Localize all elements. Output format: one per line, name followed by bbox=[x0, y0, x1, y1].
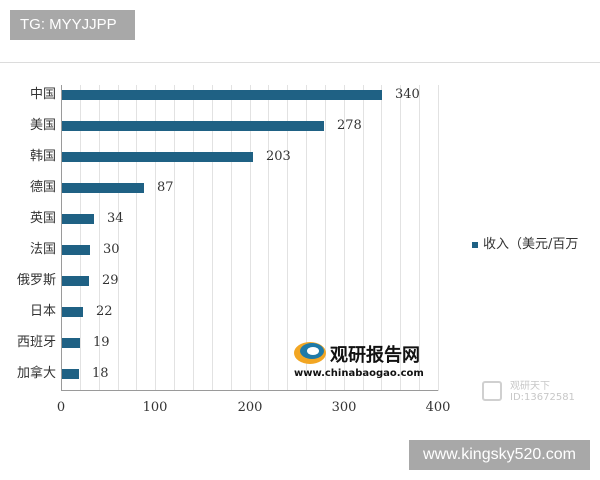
gridline bbox=[193, 85, 194, 391]
category-label: 俄罗斯 bbox=[16, 273, 56, 288]
chart-legend: 收入（美元/百万 bbox=[472, 233, 578, 252]
bar bbox=[62, 183, 144, 193]
x-tick-label: 100 bbox=[142, 400, 168, 415]
data-label: 19 bbox=[93, 335, 110, 350]
bar bbox=[62, 90, 382, 100]
gridline bbox=[438, 85, 439, 391]
bar bbox=[62, 245, 90, 255]
gridline bbox=[287, 85, 288, 391]
category-label: 法国 bbox=[29, 242, 56, 257]
data-label: 30 bbox=[103, 242, 120, 257]
data-label: 34 bbox=[107, 211, 124, 226]
stamp-icon bbox=[482, 381, 502, 401]
header-divider bbox=[0, 62, 600, 63]
category-label: 德国 bbox=[29, 180, 56, 195]
bar bbox=[62, 214, 94, 224]
data-label: 18 bbox=[92, 366, 109, 381]
category-label: 日本 bbox=[29, 304, 56, 319]
gridline bbox=[400, 85, 401, 391]
gridline bbox=[174, 85, 175, 391]
bar-row: 278 bbox=[61, 116, 438, 147]
category-label: 中国 bbox=[29, 87, 56, 102]
bar bbox=[62, 276, 89, 286]
gridline bbox=[268, 85, 269, 391]
data-label: 278 bbox=[337, 118, 362, 133]
data-label: 29 bbox=[102, 273, 119, 288]
bar bbox=[62, 121, 324, 131]
logo-url: www.chinabaogao.com bbox=[294, 368, 424, 379]
bar-row: 18 bbox=[61, 364, 438, 395]
data-label: 87 bbox=[157, 180, 174, 195]
data-label: 203 bbox=[266, 149, 291, 164]
bar-row: 19 bbox=[61, 333, 438, 364]
top-watermark-tag: TG: MYYJJPP bbox=[10, 10, 135, 40]
legend-swatch-icon bbox=[472, 241, 478, 248]
x-axis-line bbox=[61, 390, 438, 391]
gridline bbox=[250, 85, 251, 391]
x-tick-label: 400 bbox=[425, 400, 451, 415]
gridline bbox=[118, 85, 119, 391]
bar-row: 29 bbox=[61, 271, 438, 302]
bar-row: 340 bbox=[61, 85, 438, 116]
data-label: 22 bbox=[96, 304, 113, 319]
bottom-watermark-tag: www.kingsky520.com bbox=[409, 440, 590, 470]
gridline bbox=[80, 85, 81, 391]
category-label: 加拿大 bbox=[16, 366, 56, 381]
x-tick-label: 0 bbox=[56, 400, 66, 415]
stamp-line1: 观研天下 bbox=[510, 381, 550, 392]
bar-row: 34 bbox=[61, 209, 438, 240]
category-label: 西班牙 bbox=[16, 335, 56, 350]
x-tick-label: 300 bbox=[331, 400, 357, 415]
gridline bbox=[136, 85, 137, 391]
bar bbox=[62, 307, 83, 317]
category-label: 韩国 bbox=[29, 149, 56, 164]
bar-row: 30 bbox=[61, 240, 438, 271]
gridline bbox=[325, 85, 326, 391]
data-label: 340 bbox=[395, 87, 420, 102]
bar bbox=[62, 152, 253, 162]
category-label: 美国 bbox=[29, 118, 56, 133]
x-tick-label: 200 bbox=[237, 400, 263, 415]
stamp-line2: ID:13672581 bbox=[510, 392, 575, 403]
y-axis-line bbox=[61, 85, 62, 391]
gridline bbox=[306, 85, 307, 391]
gridline bbox=[212, 85, 213, 391]
gridline bbox=[231, 85, 232, 391]
bar bbox=[62, 338, 80, 348]
gridline bbox=[155, 85, 156, 391]
gridline bbox=[363, 85, 364, 391]
logo-title: 观研报告网 bbox=[330, 345, 420, 366]
bar-row: 87 bbox=[61, 178, 438, 209]
bar bbox=[62, 369, 79, 379]
bar-row: 22 bbox=[61, 302, 438, 333]
legend-label: 收入（美元/百万 bbox=[483, 237, 579, 252]
gridline bbox=[99, 85, 100, 391]
chart-plot-area: 340 278 203 87 34 30 29 22 19 18 bbox=[61, 85, 439, 391]
swirl-logo-icon bbox=[294, 342, 326, 364]
gridline bbox=[344, 85, 345, 391]
gridline bbox=[381, 85, 382, 391]
gridline bbox=[419, 85, 420, 391]
category-label: 英国 bbox=[29, 211, 56, 226]
bar-row: 203 bbox=[61, 147, 438, 178]
